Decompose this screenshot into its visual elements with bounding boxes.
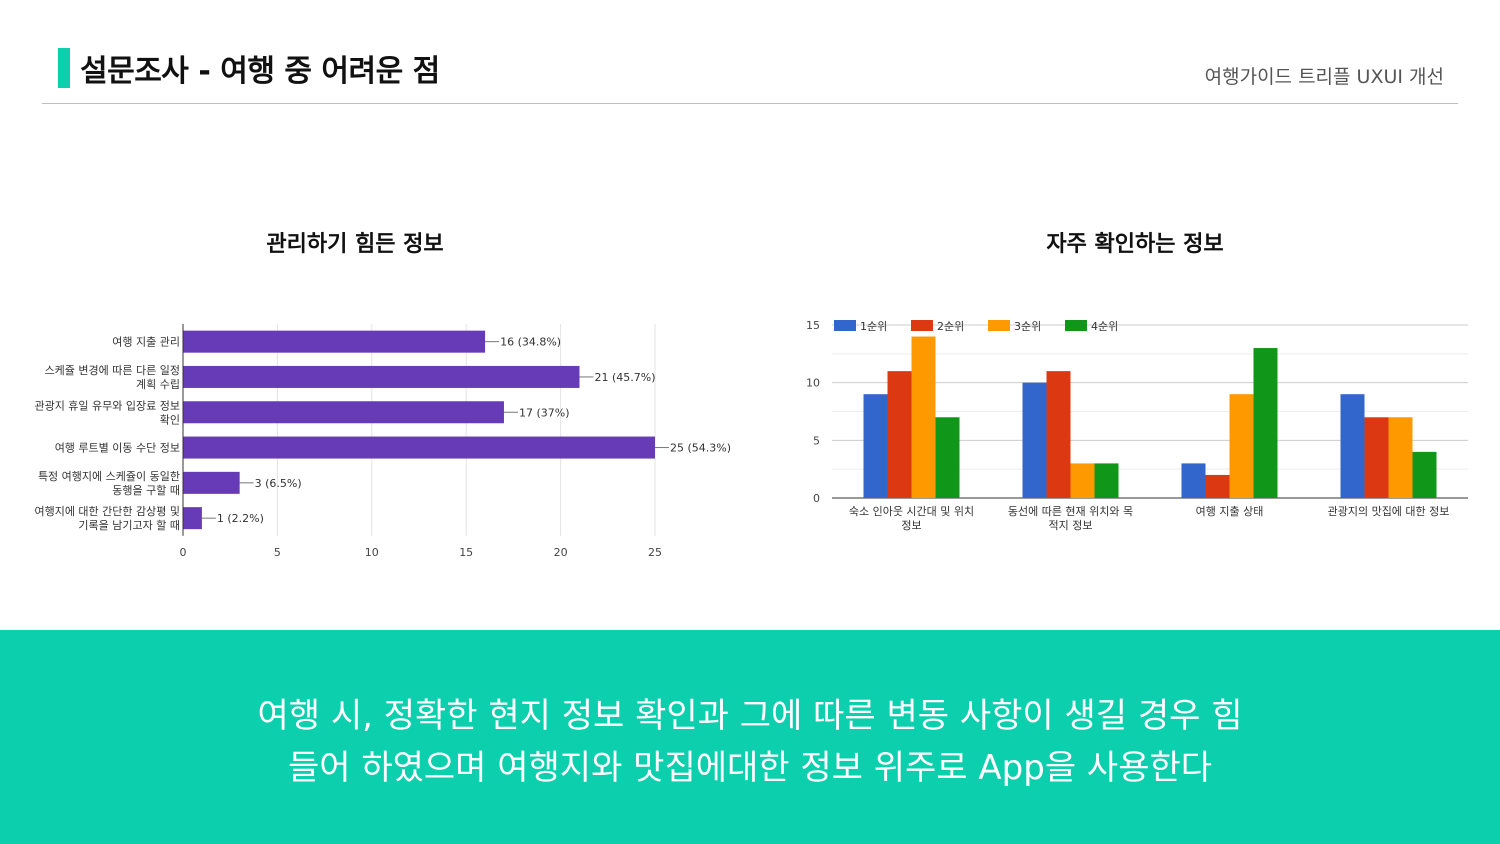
category-label-line: 동선에 따른 현재 위치와 목	[1008, 505, 1133, 518]
legend-swatch	[1065, 320, 1087, 331]
category-label-line: 숙소 인아웃 시간대 및 위치	[849, 505, 974, 518]
bar	[183, 471, 240, 494]
legend-swatch	[911, 320, 933, 331]
bar	[183, 330, 486, 353]
y-tick-label: 15	[806, 319, 820, 332]
bar	[1022, 382, 1047, 498]
category-label: 여행 루트별 이동 수단 정보	[55, 442, 180, 455]
category-label-line: 관광지 휴일 유무와 입장료 정보	[34, 398, 180, 412]
x-tick-label: 20	[554, 546, 568, 559]
data-label: 17 (37%)	[519, 406, 570, 419]
data-label: 3 (6.5%)	[255, 477, 302, 490]
bar	[183, 401, 504, 424]
category-label: 숙소 인아웃 시간대 및 위치 정보	[849, 505, 974, 532]
bar	[863, 394, 888, 498]
legend-swatch	[834, 320, 856, 331]
x-tick-label: 15	[459, 546, 473, 559]
bar	[1388, 417, 1413, 498]
bar	[183, 507, 202, 530]
category-label-line: 여행 루트별 이동 수단 정보	[55, 442, 180, 455]
category-label-line: 기록을 남기고자 할 때	[78, 519, 180, 532]
chart2-title: 자주 확인하는 정보	[1046, 232, 1224, 257]
bar	[1046, 371, 1071, 498]
category-label-line: 여행 지출 관리	[112, 336, 180, 349]
legend-label: 1순위	[860, 320, 887, 333]
data-label: 25 (54.3%)	[670, 442, 731, 455]
category-label-line: 적지 정보	[1049, 519, 1093, 532]
chart1-hbar: 0 5 10 15 20 25 16 (34.8%) 여행 지출 관리 21 (45.7%) 스케…	[34, 324, 731, 559]
category-label: 여행 지출 상태	[1196, 505, 1264, 518]
data-label: 1 (2.2%)	[217, 512, 264, 525]
bar	[1094, 463, 1119, 498]
bar	[1205, 474, 1230, 498]
category-label-line: 여행 지출 상태	[1196, 505, 1264, 518]
category-label: 여행지에 대한 간단한 감상평 및 기록을 남기고자 할 때	[34, 505, 180, 532]
legend-label: 3순위	[1014, 320, 1041, 333]
bar	[911, 336, 936, 498]
category-label: 관광지의 맛집에 대한 정보	[1328, 505, 1450, 518]
category-label-line: 동행을 구할 때	[112, 484, 180, 497]
bar	[1364, 417, 1389, 498]
y-tick-label: 0	[813, 492, 820, 505]
x-tick-label: 25	[648, 546, 662, 559]
chart1-title: 관리하기 힘든 정보	[266, 232, 444, 257]
header-divider	[42, 103, 1458, 104]
y-tick-label: 5	[813, 434, 820, 447]
chart2-grouped-bar: 0 5 10 15 숙소 인아웃 시간대 및 위치 정보 동선에 따른 현재 위치와 목 적지…	[806, 319, 1468, 532]
data-label: 21 (45.7%)	[594, 371, 655, 384]
summary-line-2: 들어 하였으며 여행지와 맛집에대한 정보 위주로 App을 사용한다	[287, 748, 1213, 788]
category-label: 관광지 휴일 유무와 입장료 정보 확인	[34, 398, 180, 426]
category-label-line: 스케쥴 변경에 따른 다른 일정	[45, 363, 180, 377]
bar	[1070, 463, 1095, 498]
bar	[1253, 348, 1278, 498]
bar	[1181, 463, 1206, 498]
bar	[1340, 394, 1365, 498]
category-label-line: 관광지의 맛집에 대한 정보	[1328, 505, 1450, 518]
bar	[183, 365, 580, 388]
category-label: 여행 지출 관리	[112, 336, 180, 349]
category-label-line: 정보	[901, 519, 921, 532]
summary-line-1: 여행 시, 정확한 현지 정보 확인과 그에 따른 변동 사항이 생길 경우 힘	[257, 696, 1243, 736]
page-subtitle: 여행가이드 트리플 UXUI 개선	[1204, 66, 1444, 88]
title-accent-bar	[58, 48, 70, 88]
bar	[1229, 394, 1254, 498]
bar	[887, 371, 912, 498]
legend-label: 2순위	[937, 320, 964, 333]
category-label: 특정 여행지에 스케쥴이 동일한 동행을 구할 때	[38, 469, 180, 497]
summary-banner: 여행 시, 정확한 현지 정보 확인과 그에 따른 변동 사항이 생길 경우 힘…	[0, 630, 1500, 844]
category-label: 동선에 따른 현재 위치와 목 적지 정보	[1008, 505, 1133, 532]
category-label-line: 특정 여행지에 스케쥴이 동일한	[38, 469, 180, 483]
page-title: 설문조사 - 여행 중 어려운 점	[80, 54, 440, 89]
bar	[935, 417, 960, 498]
data-label: 16 (34.8%)	[500, 336, 561, 349]
category-label-line: 확인	[160, 413, 180, 426]
category-label-line: 여행지에 대한 간단한 감상평 및	[34, 505, 180, 518]
x-tick-label: 10	[365, 546, 379, 559]
x-tick-label: 0	[180, 546, 187, 559]
y-tick-label: 10	[806, 377, 820, 390]
category-label: 스케쥴 변경에 따른 다른 일정 계획 수립	[45, 363, 180, 391]
bar	[1412, 451, 1437, 498]
category-label-line: 계획 수립	[136, 378, 180, 391]
summary-text: 여행 시, 정확한 현지 정보 확인과 그에 따른 변동 사항이 생길 경우 힘…	[0, 690, 1500, 794]
legend-label: 4순위	[1091, 320, 1118, 333]
bar	[183, 436, 655, 459]
legend-swatch	[988, 320, 1010, 331]
x-tick-label: 5	[274, 546, 281, 559]
